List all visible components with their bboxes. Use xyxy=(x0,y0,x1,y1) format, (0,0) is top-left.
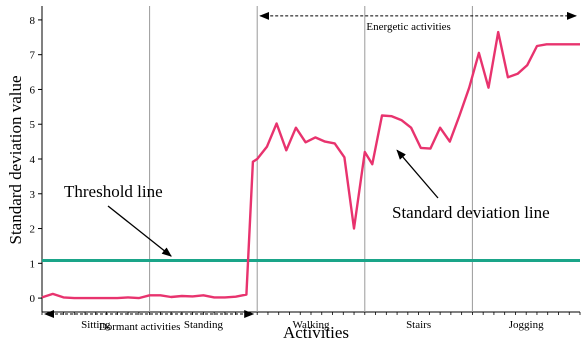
threshold-arrow xyxy=(107,205,172,257)
activity-label-sitting: Sitting xyxy=(81,319,111,331)
activity-label-walking: Walking xyxy=(293,319,330,331)
y-tick-label: 5 xyxy=(30,119,36,131)
activity-label-jogging: Jogging xyxy=(509,319,544,331)
x-axis-title: Activities xyxy=(283,323,349,342)
standard-deviation-annotation: Standard deviation line xyxy=(392,203,550,222)
threshold-annotation: Threshold line xyxy=(64,182,163,201)
y-tick-label: 1 xyxy=(30,258,36,270)
y-tick-label: 6 xyxy=(30,84,36,96)
y-tick-label: 3 xyxy=(30,189,36,201)
standard-deviation-arrow xyxy=(396,149,439,199)
activity-label-standing: Standing xyxy=(184,319,224,331)
energetic-activities-label: Energetic activities xyxy=(366,21,450,33)
y-tick-label: 2 xyxy=(30,224,36,236)
y-tick-label: 0 xyxy=(30,293,36,305)
y-tick-label: 7 xyxy=(30,50,36,62)
y-tick-label: 4 xyxy=(30,154,36,166)
y-tick-label: 8 xyxy=(30,15,36,27)
standard-deviation-line xyxy=(41,30,580,300)
activity-label-stairs: Stairs xyxy=(406,319,431,331)
y-axis-title: Standard deviation value xyxy=(6,75,25,244)
dormant-activities-label: Dormant activities xyxy=(99,321,181,333)
